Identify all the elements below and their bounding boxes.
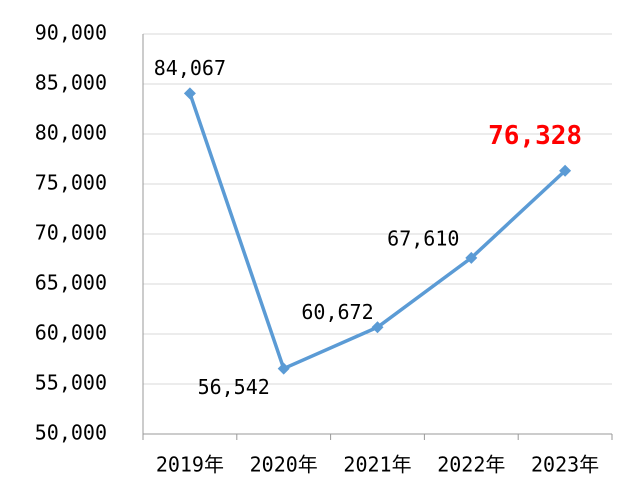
data-label: 67,610: [387, 226, 459, 250]
y-tick-label: 50,000: [35, 421, 107, 445]
y-tick-label: 60,000: [35, 321, 107, 345]
data-label: 84,067: [154, 56, 226, 80]
x-tick-label: 2022年: [437, 453, 505, 477]
marker: [465, 251, 478, 264]
y-tick-label: 55,000: [35, 371, 107, 395]
y-tick-label: 85,000: [35, 71, 107, 95]
x-tick-label: 2019年: [156, 453, 224, 477]
x-tick-label: 2023年: [531, 453, 599, 477]
y-tick-label: 65,000: [35, 271, 107, 295]
marker: [559, 164, 572, 177]
data-label: 60,672: [301, 300, 373, 324]
marker: [183, 87, 196, 100]
x-tick-label: 2020年: [250, 453, 318, 477]
y-tick-label: 75,000: [35, 171, 107, 195]
data-label: 56,542: [198, 375, 270, 399]
data-label: 76,328: [488, 121, 582, 151]
marker: [277, 362, 290, 375]
x-tick-label: 2021年: [343, 453, 411, 477]
y-tick-label: 80,000: [35, 121, 107, 145]
marker: [371, 321, 384, 334]
y-tick-label: 90,000: [35, 21, 107, 45]
y-tick-label: 70,000: [35, 221, 107, 245]
